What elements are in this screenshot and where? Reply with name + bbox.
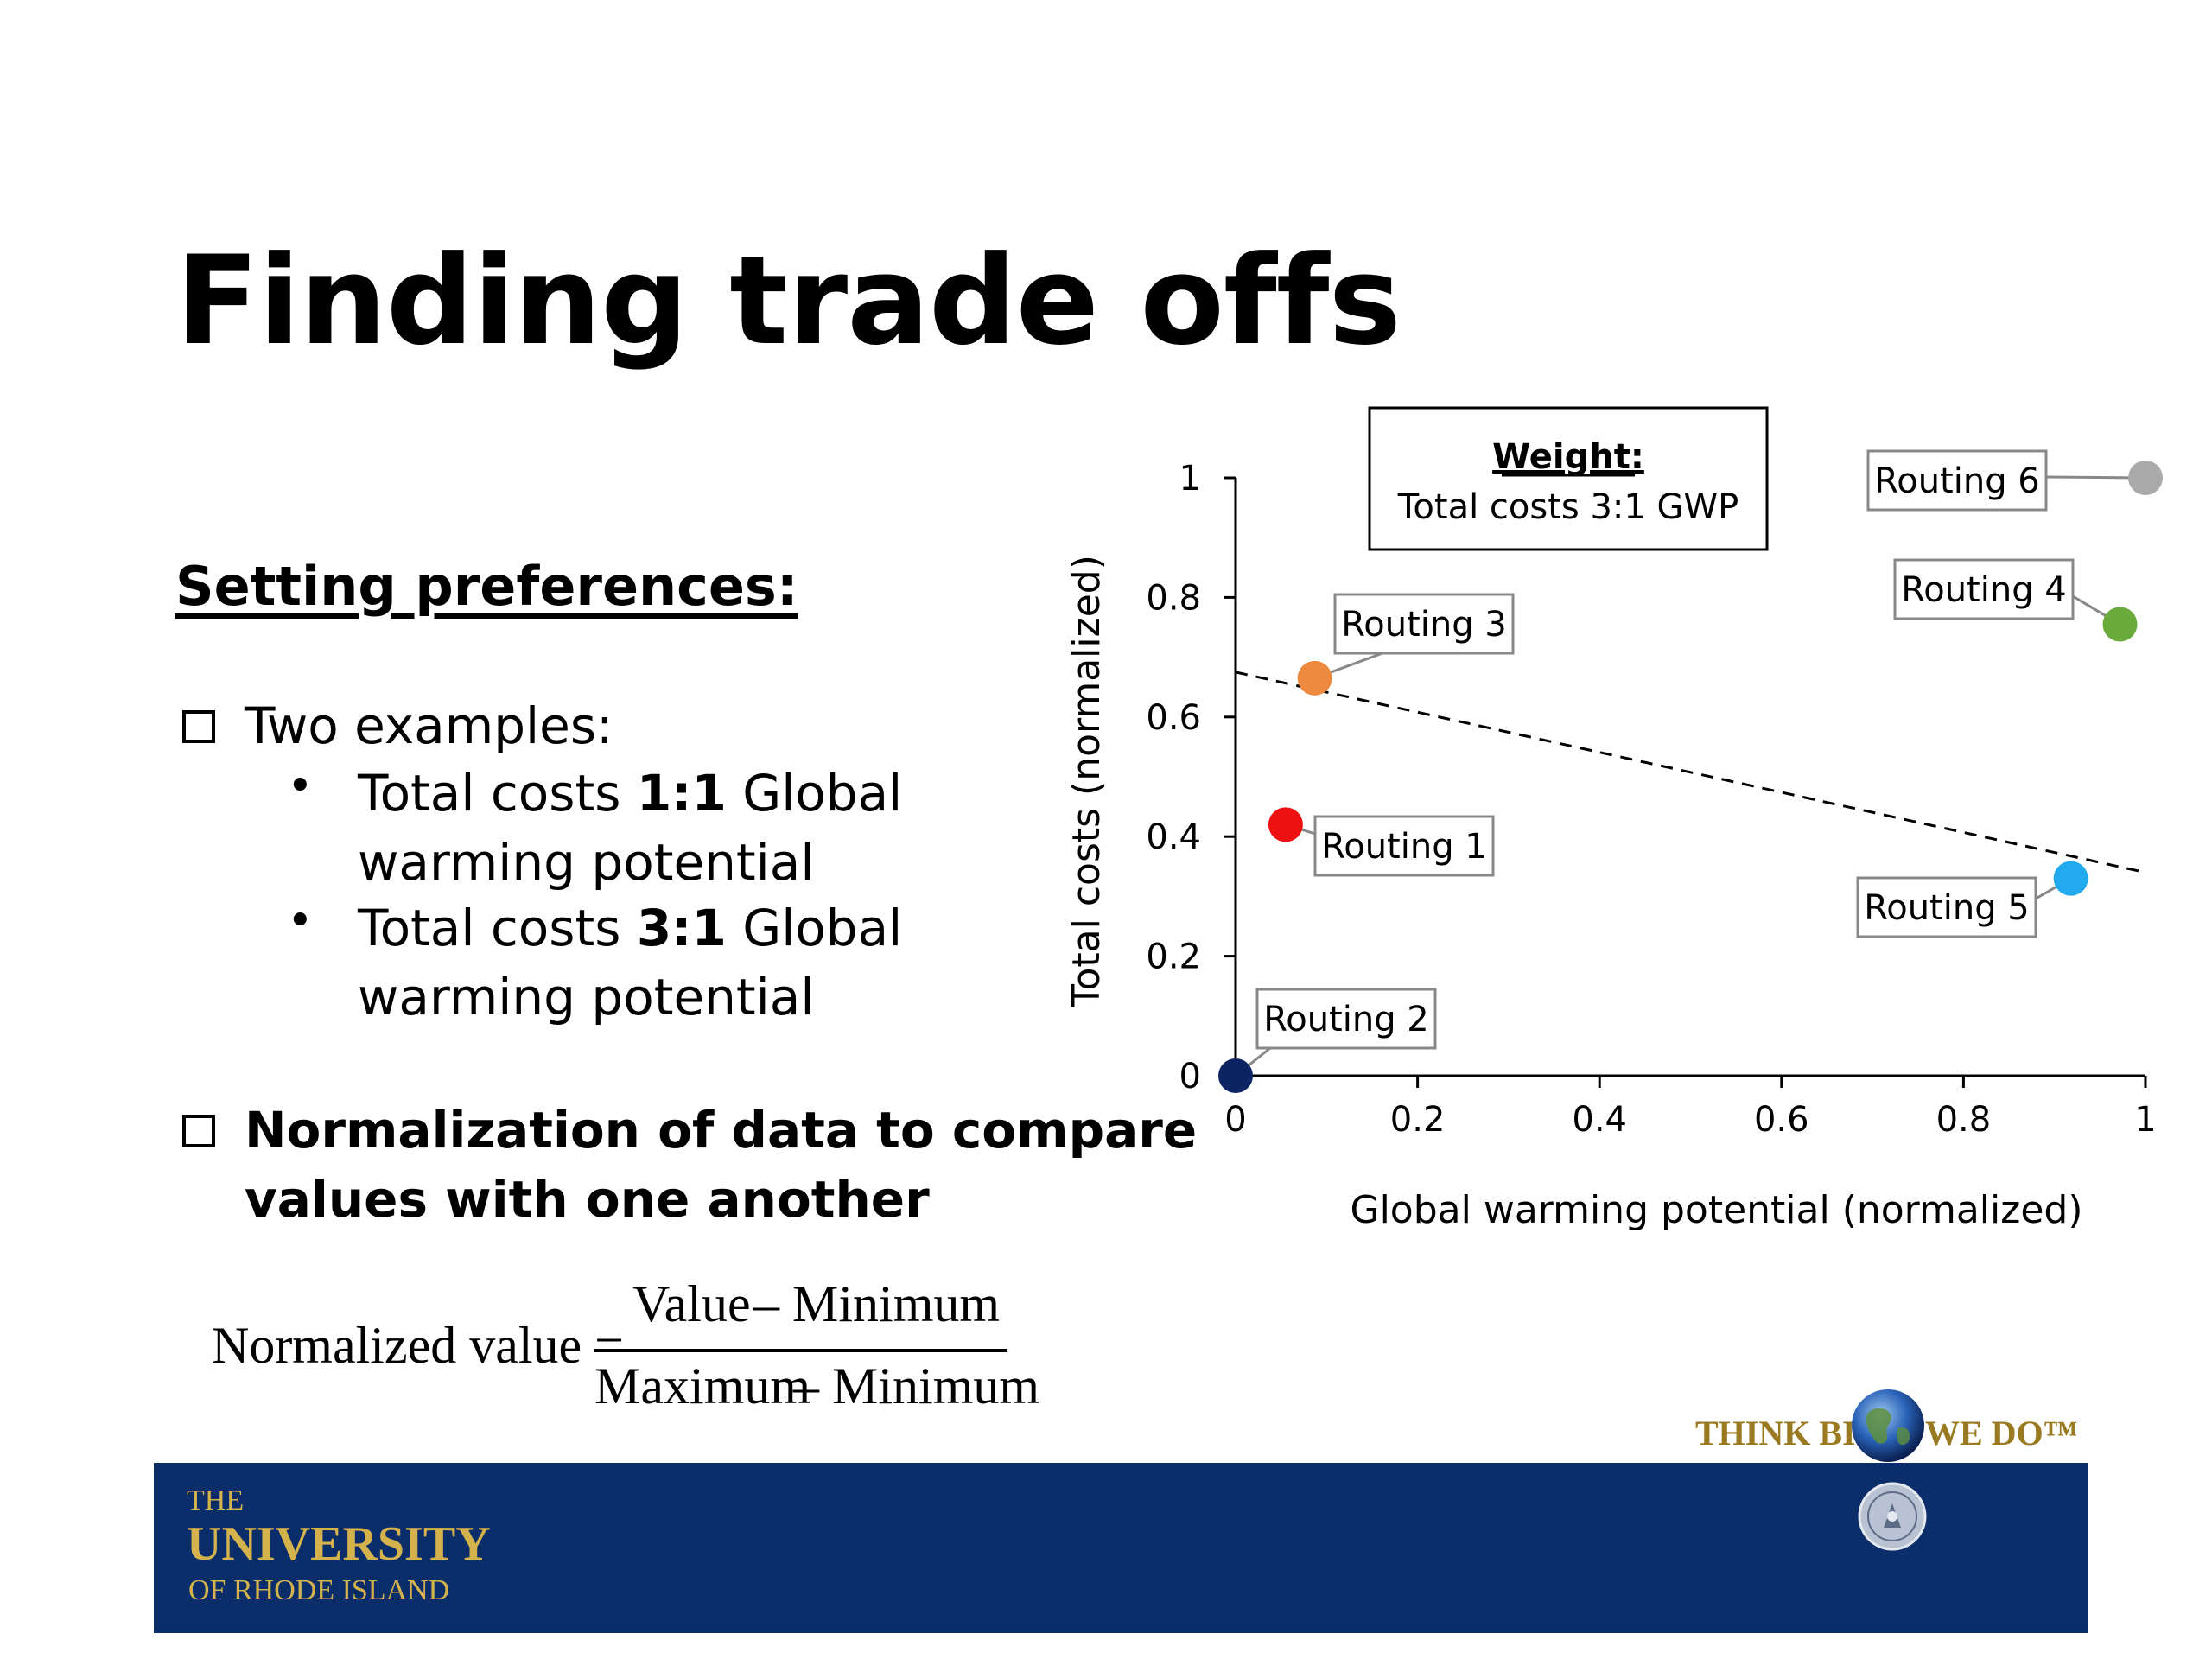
x-tick-label: 0.2 xyxy=(1390,1100,1446,1140)
x-tick-label: 0.4 xyxy=(1572,1100,1627,1140)
scatter-point xyxy=(2053,861,2088,896)
trade-off-line xyxy=(1235,671,2146,874)
uri-logo-the: THE xyxy=(187,1484,245,1516)
y-tick-label: 0.8 xyxy=(1146,578,1201,618)
formula-denominator-a: Maximum xyxy=(594,1357,810,1414)
data-label-box xyxy=(1856,876,2037,938)
data-label: Routing 4 xyxy=(1901,570,2067,610)
scatter-point xyxy=(1218,1058,1253,1093)
sub-bullet-text: Total costs xyxy=(358,764,637,823)
sub-bullet-text: Global xyxy=(726,899,903,957)
y-tick-label: 0.6 xyxy=(1146,698,1201,738)
globe-icon xyxy=(1852,1389,1924,1462)
dot-bullet-icon: • xyxy=(287,895,314,947)
scatter-point xyxy=(2128,461,2163,495)
weight-annotation-title: Weight: xyxy=(1492,437,1644,477)
data-label: Routing 3 xyxy=(1341,605,1507,645)
bullet-two-examples: Two examples: xyxy=(182,691,613,760)
dot-bullet-icon: • xyxy=(287,760,314,812)
checkbox-bullet-icon xyxy=(182,710,215,743)
sub-bullet-text: warming potential xyxy=(358,833,815,892)
footer-bar xyxy=(154,1463,2088,1633)
scatter-point xyxy=(2102,607,2138,642)
scatter-point xyxy=(1297,660,1332,696)
uri-logo-rhode-island: OF RHODE ISLAND xyxy=(188,1574,450,1606)
y-axis-title: Total costs (normalized) xyxy=(1065,555,1109,1008)
section-heading: Setting preferences: xyxy=(175,555,798,618)
data-label: Routing 1 xyxy=(1321,827,1487,867)
university-seal-icon xyxy=(1858,1482,1927,1551)
bullet-line: Normalization of data to compare xyxy=(245,1101,1198,1160)
formula-denominator-b: – Minimum xyxy=(793,1357,1040,1414)
x-tick-label: 0 xyxy=(1224,1100,1246,1140)
sub-bullet-text: warming potential xyxy=(358,968,815,1027)
formula-lhs: Normalized value = xyxy=(212,1317,624,1374)
checkbox-bullet-icon xyxy=(182,1115,215,1147)
sub-bullet-text: Total costs xyxy=(358,899,637,957)
bullet-line: values with one another xyxy=(245,1170,930,1229)
uri-logo-university: UNIVERSITY xyxy=(187,1517,491,1571)
x-tick-label: 1 xyxy=(2134,1100,2156,1140)
data-label: Routing 6 xyxy=(1874,461,2040,501)
data-label: Routing 5 xyxy=(1864,888,2030,928)
tagline-think-big: THINK BIG xyxy=(1695,1414,1883,1452)
bullet-text: Normalization of data to compare values … xyxy=(245,1096,1197,1234)
sub-bullet-1: Total costs 1:1 Global warming potential xyxy=(358,759,902,897)
x-axis-title: Global warming potential (normalized) xyxy=(1350,1188,2082,1232)
y-tick-label: 0.4 xyxy=(1146,817,1201,857)
ratio-text: 1:1 xyxy=(636,764,727,823)
weight-annotation-text: Total costs 3:1 GWP xyxy=(1397,487,1738,527)
fraction-line xyxy=(594,1349,1007,1352)
bullet-normalization: Normalization of data to compare values … xyxy=(182,1096,1197,1234)
tagline-we-do: WE DO™ xyxy=(1925,1414,2078,1452)
sub-bullet-text: Global xyxy=(726,764,903,823)
y-tick-label: 0.2 xyxy=(1146,938,1201,977)
sub-bullet-2: Total costs 3:1 Global warming potential xyxy=(358,893,902,1032)
y-tick-label: 1 xyxy=(1179,459,1201,499)
data-label-box xyxy=(1313,815,1495,877)
data-label-box xyxy=(1255,988,1437,1050)
data-label-box xyxy=(1866,449,2048,512)
slide-title: Finding trade offs xyxy=(175,230,1402,372)
scatter-point xyxy=(1268,807,1303,842)
formula-numerator-a: Value xyxy=(632,1275,751,1332)
bullet-text: Two examples: xyxy=(245,696,613,755)
data-label-box xyxy=(1893,558,2075,620)
x-tick-label: 0.6 xyxy=(1754,1100,1809,1140)
ratio-text: 3:1 xyxy=(636,899,727,957)
data-label-box xyxy=(1333,593,1515,655)
x-tick-label: 0.8 xyxy=(1936,1100,1992,1140)
data-label: Routing 2 xyxy=(1263,1000,1429,1039)
weight-annotation-box xyxy=(1368,406,1769,551)
formula-numerator-b: – Minimum xyxy=(753,1275,1001,1332)
y-tick-label: 0 xyxy=(1179,1057,1201,1096)
